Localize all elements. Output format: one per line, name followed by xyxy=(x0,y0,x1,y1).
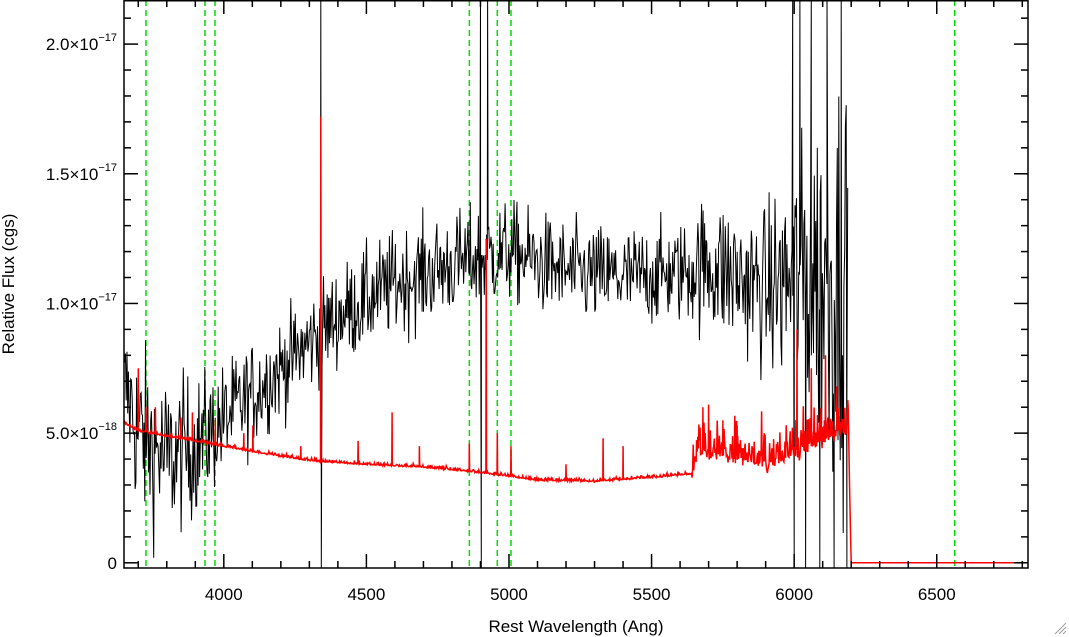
x-tick-label: 4500 xyxy=(347,585,385,604)
plot-frame xyxy=(123,0,1029,569)
x-tick-label: 5500 xyxy=(633,585,671,604)
x-tick-label: 6000 xyxy=(775,585,813,604)
x-tick-label: 5000 xyxy=(490,585,528,604)
reference-lines xyxy=(145,0,956,568)
y-tick-label: 2.0×10−17 xyxy=(46,32,117,54)
x-tick-labels: 4000 4500 5000 5500 6000 6500 xyxy=(205,585,956,604)
axis-ticks xyxy=(124,0,1028,568)
y-tick-label: 1.0×10−17 xyxy=(46,291,117,313)
x-tick-label: 4000 xyxy=(205,585,243,604)
series-layer xyxy=(124,0,1028,568)
y-tick-label: 5.0×10−18 xyxy=(46,421,117,443)
model-spectrum-line xyxy=(124,116,1028,564)
x-tick-label: 6500 xyxy=(918,585,956,604)
y-tick-label: 1.5×10−17 xyxy=(46,162,117,184)
y-axis-title: Relative Flux (cgs) xyxy=(0,214,18,355)
x-axis-title: Rest Wavelength (Ang) xyxy=(488,617,663,636)
y-tick-labels: 0 5.0×10−18 1.0×10−17 1.5×10−17 2.0×10−17 xyxy=(46,32,117,573)
y-tick-label: 0 xyxy=(108,554,117,573)
observed-spectrum-line xyxy=(124,0,849,568)
resize-grip-icon[interactable] xyxy=(1053,621,1067,635)
